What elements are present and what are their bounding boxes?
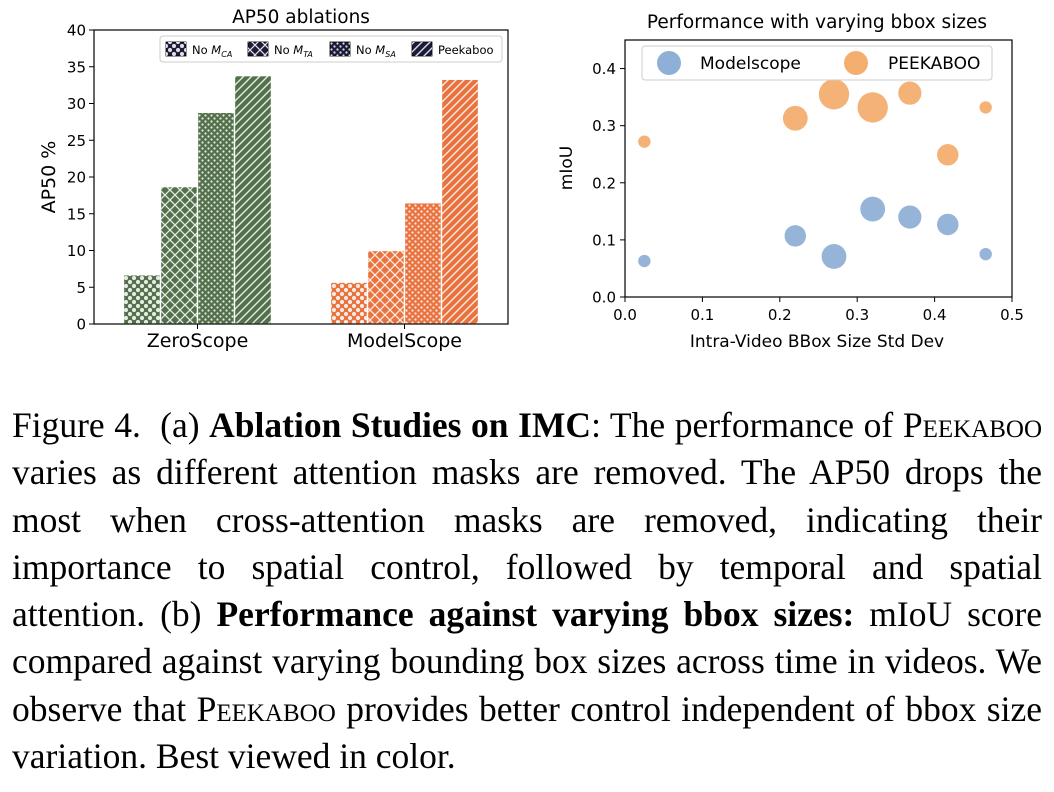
left-y-tick-label: 15 <box>67 205 86 223</box>
bar-pattern-modelscope-2 <box>403 202 443 325</box>
left-y-tick-label: 25 <box>67 132 86 150</box>
scatter-point-modelscope-0 <box>638 254 651 268</box>
left-y-tick-label: 40 <box>67 22 86 40</box>
right-y-tick-label: 0.2 <box>592 174 616 192</box>
right-y-tick-label: 0.0 <box>592 289 616 307</box>
caption-part-a-heading: Ablation Studies on IMC <box>209 405 592 445</box>
scatter-point-modelscope-4 <box>898 205 922 229</box>
ap50-bar-chart: AP50 ablations AP50 % 0 5 10 15 20 25 30 35 40 Z… <box>38 7 509 352</box>
left-x-tick-label: ModelScope <box>347 330 462 352</box>
bar-pattern-modelscope-1 <box>366 249 406 325</box>
bar-pattern-zeroscope-1 <box>159 185 199 325</box>
scatter-point-peekaboo-2 <box>818 79 850 110</box>
right-legend-label-1: PEEKABOO <box>888 54 980 74</box>
scatter-point-modelscope-6 <box>979 247 992 261</box>
caption-part-b-heading: Performance against varying bbox sizes: <box>216 594 855 635</box>
right-x-tick-label: 0.4 <box>923 306 947 324</box>
left-y-tick-label: 5 <box>76 279 86 297</box>
bar-pattern-modelscope-3 <box>440 78 480 325</box>
caption-part-b-text-2: provides better control independent of b… <box>12 688 1042 777</box>
scatter-point-modelscope-5 <box>937 213 959 236</box>
right-chart-ylabel: mIoU <box>557 146 577 190</box>
bar-pattern-modelscope-0 <box>329 281 369 325</box>
legend-label-2: No MSA <box>356 43 396 59</box>
left-chart-legend: No MCA No MTA No MSA Peekaboo <box>159 35 503 63</box>
caption-part-b-text-1: mIoU score compared against varying boun… <box>12 594 1042 729</box>
right-legend-label-0: Modelscope <box>700 54 801 74</box>
scatter-point-peekaboo-6 <box>979 101 992 114</box>
scatter-point-peekaboo-0 <box>638 135 651 148</box>
right-x-tick-label: 0.1 <box>690 306 714 324</box>
figure-caption: Figure 4. (a) Ablation Studies on IMC: T… <box>12 402 1042 780</box>
right-legend-marker-0 <box>657 51 681 75</box>
right-y-tick-label: 0.4 <box>592 60 616 78</box>
caption-part-a-prefix: (a) <box>160 405 200 445</box>
scatter-point-peekaboo-5 <box>937 144 959 166</box>
caption-method-name-2: Peekaboo <box>196 688 336 729</box>
left-y-tick-label: 10 <box>67 242 86 260</box>
scatter-point-peekaboo-3 <box>857 92 888 123</box>
legend-swatch-pattern-3 <box>412 42 432 56</box>
legend-label-0: No MCA <box>192 43 232 59</box>
right-legend-box <box>641 45 993 81</box>
legend-label-1: No MTA <box>274 43 313 59</box>
left-y-tick-label: 20 <box>67 169 86 187</box>
legend-swatch-pattern-2 <box>330 42 350 56</box>
bbox-scatter-chart: Performance with varying bbox sizes mIoU… <box>557 12 1024 352</box>
legend-swatch-pattern-0 <box>166 42 186 56</box>
caption-part-b-prefix: (b) <box>160 594 202 635</box>
right-chart-title: Performance with varying bbox sizes <box>647 12 987 33</box>
caption-method-name: Peekaboo <box>902 405 1043 445</box>
right-legend-marker-1 <box>844 51 868 75</box>
left-y-tick-label: 35 <box>67 58 86 76</box>
bar-pattern-zeroscope-0 <box>122 274 162 325</box>
scatter-point-peekaboo-4 <box>898 81 922 105</box>
right-x-tick-label: 0.2 <box>768 306 792 324</box>
figure-charts: AP50 ablations AP50 % 0 5 10 15 20 25 30 35 40 Z… <box>38 7 1024 352</box>
caption-part-a-text-1: : The performance of <box>591 405 903 445</box>
bar-pattern-zeroscope-2 <box>196 111 236 325</box>
right-chart-xlabel: Intra-Video BBox Size Std Dev <box>690 332 944 352</box>
right-chart-legend: Modelscope PEEKABOO <box>641 45 993 81</box>
right-x-tick-label: 0.5 <box>1000 306 1024 324</box>
right-x-tick-label: 0.0 <box>613 306 637 324</box>
caption-part-a-text-2: varies as different attention masks are … <box>12 452 1042 635</box>
right-x-tick-label: 0.3 <box>845 306 869 324</box>
legend-label-3: Peekaboo <box>438 43 494 57</box>
scatter-point-modelscope-1 <box>784 225 807 247</box>
bar-pattern-zeroscope-3 <box>233 74 273 325</box>
caption-figure-label: Figure 4. <box>12 405 141 445</box>
scatter-point-modelscope-3 <box>860 196 886 222</box>
right-y-tick-label: 0.3 <box>592 117 616 135</box>
left-y-tick-label: 0 <box>76 316 86 334</box>
right-chart-plot-frame <box>624 39 1013 298</box>
right-y-tick-label: 0.1 <box>592 231 616 249</box>
left-y-tick-label: 30 <box>67 95 86 113</box>
scatter-point-modelscope-2 <box>821 244 847 269</box>
left-chart-title: AP50 ablations <box>232 7 370 28</box>
left-chart-ylabel: AP50 % <box>38 141 60 214</box>
legend-swatch-pattern-1 <box>248 42 268 56</box>
scatter-point-peekaboo-1 <box>782 105 808 131</box>
left-x-tick-label: ZeroScope <box>147 330 249 352</box>
